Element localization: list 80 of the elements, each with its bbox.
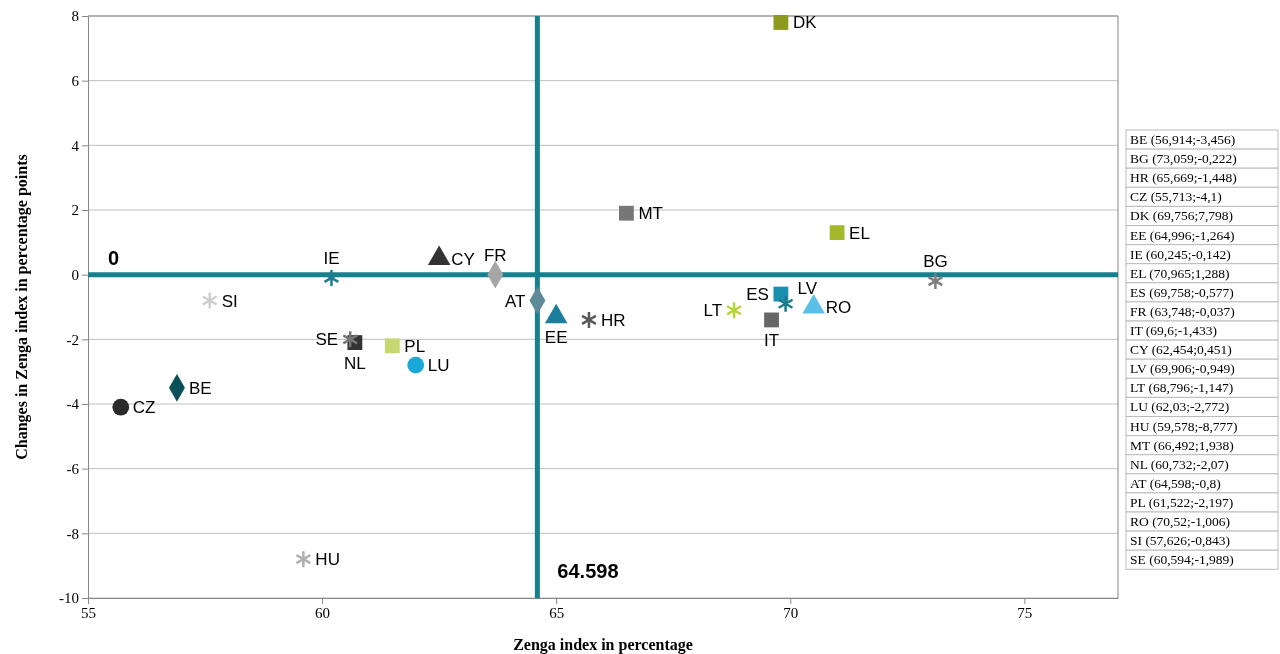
y-axis-title: Changes in Zenga index in percentage points <box>13 154 31 460</box>
series-label: DK <box>792 13 818 33</box>
point <box>580 310 598 330</box>
y-tick-label: -10 <box>59 590 79 607</box>
text: LT (68,796;-1,147) <box>1130 380 1234 396</box>
text: BG (73,059;-0,222) <box>1130 151 1237 167</box>
point <box>323 268 340 288</box>
y-tick-label: 4 <box>71 137 80 154</box>
text: EL (70,965;1,288) <box>1130 265 1230 281</box>
text: LV (69,906;-0,949) <box>1130 361 1235 377</box>
series-label: IT <box>763 330 780 350</box>
point <box>927 271 944 291</box>
point <box>725 300 743 320</box>
x-tick-label: 55 <box>81 604 96 621</box>
series-label: LT <box>703 301 723 321</box>
y-tick-label: 6 <box>71 72 80 89</box>
series-label: AT <box>504 291 526 311</box>
text: FR (63,748;-0,037) <box>1130 303 1235 319</box>
series-label: BG <box>923 252 948 272</box>
series-label: SI <box>221 291 238 311</box>
y-tick-label: -6 <box>66 460 80 477</box>
text: IE (60,245;-0,142) <box>1130 246 1231 262</box>
point <box>295 549 312 569</box>
text: IT (69,6;-1,433) <box>1130 323 1218 338</box>
text: CZ (55,713;-4,1) <box>1130 189 1222 205</box>
y-tick-label: 2 <box>71 202 79 219</box>
series-label: EE <box>544 327 568 347</box>
text: ES (69,758;-0,577) <box>1130 284 1234 300</box>
series-label: LU <box>427 356 450 376</box>
text: NL (60,732;-2,07) <box>1130 456 1229 472</box>
text: SE (60,594;-1,989) <box>1130 552 1234 568</box>
text: SI (57,626;-0,843) <box>1130 533 1231 549</box>
text: LU (62,03;-2,772) <box>1130 399 1230 415</box>
point <box>201 291 218 310</box>
ref-line-label: 64.598 <box>557 560 619 582</box>
text: PL (61,522;-2,197) <box>1130 494 1234 510</box>
text: MT (66,492;1,938) <box>1130 437 1234 453</box>
series-label: PL <box>404 336 426 356</box>
point <box>777 294 794 314</box>
series-label: CZ <box>132 398 156 418</box>
x-tick-label: 70 <box>783 604 799 621</box>
text: CY (62,454;0,451) <box>1130 342 1232 358</box>
y-tick-label: -2 <box>66 331 79 348</box>
series-label: NL <box>344 353 366 373</box>
series-label: HR <box>600 310 626 330</box>
series-label: MT <box>638 204 663 224</box>
series-label: EL <box>849 223 870 243</box>
series-label: BE <box>188 378 212 398</box>
series-label: ES <box>746 285 769 305</box>
series-label: IE <box>323 248 340 268</box>
point <box>112 398 130 416</box>
series-label: FR <box>483 245 507 265</box>
text: HU (59,578;-8,777) <box>1130 418 1238 434</box>
series-label: LV <box>797 278 818 298</box>
y-tick-label: 0 <box>71 266 79 283</box>
x-tick-label: 75 <box>1017 604 1033 621</box>
y-tick-label: 8 <box>71 8 79 25</box>
series-label: HU <box>315 550 340 570</box>
point <box>407 356 425 374</box>
point <box>342 330 359 349</box>
point <box>829 225 845 241</box>
x-axis-title: Zenga index in percentage <box>513 636 693 654</box>
series-label: SE <box>315 330 339 350</box>
point <box>773 15 789 30</box>
text: DK (69,756;7,798) <box>1130 208 1234 224</box>
text: RO (70,52;-1,006) <box>1130 514 1231 529</box>
text: BE (56,914;-3,456) <box>1130 132 1236 147</box>
series-label: CY <box>451 249 475 269</box>
point <box>764 312 779 328</box>
y-tick-label: -4 <box>66 396 80 413</box>
point <box>618 205 634 221</box>
text: HR (65,669;-1,448) <box>1130 170 1237 186</box>
ref-line-label: 0 <box>108 246 120 269</box>
y-tick-label: -8 <box>66 525 79 542</box>
series-label: RO <box>825 298 852 317</box>
text: EE (64,996;-1,264) <box>1130 227 1235 243</box>
x-tick-label: 65 <box>549 604 565 621</box>
text: AT (64,598;-0,8) <box>1130 475 1221 491</box>
point <box>384 338 400 354</box>
x-tick-label: 60 <box>315 604 331 621</box>
